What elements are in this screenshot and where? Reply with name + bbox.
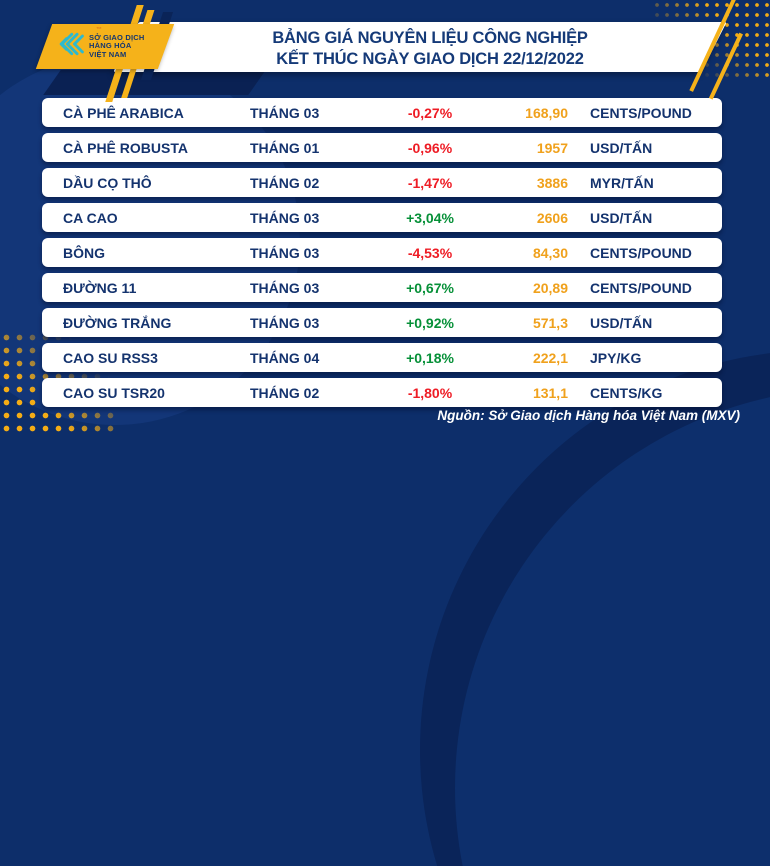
commodity-name: CA CAO: [63, 209, 118, 226]
price-value: 222,1: [532, 349, 568, 366]
contract-month: THÁNG 03: [250, 244, 320, 261]
title-line-2: KẾT THÚC NGÀY GIAO DỊCH 22/12/2022: [276, 49, 584, 68]
mxv-logo-icon: [54, 28, 86, 65]
price-unit: CENTS/POUND: [590, 244, 692, 261]
header-shadow-band: [43, 70, 266, 95]
percent-change: -0,96%: [407, 139, 453, 156]
source-note: Nguồn: Sở Giao dịch Hàng hóa Việt Nam (M…: [437, 408, 740, 423]
price-table: CÀ PHÊ ARABICA THÁNG 03 -0,27% 168,90 CE…: [0, 98, 770, 413]
commodity-name: ĐƯỜNG 11: [63, 279, 137, 296]
commodity-name: CÀ PHÊ ARABICA: [63, 104, 184, 121]
percent-change: +0,67%: [406, 279, 454, 296]
percent-change: -4,53%: [407, 244, 453, 261]
contract-month: THÁNG 02: [250, 174, 320, 191]
price-value: 131,1: [532, 384, 568, 401]
page-title: BẢNG GIÁ NGUYÊN LIỆU CÔNG NGHIỆP KẾT THÚ…: [158, 25, 701, 71]
table-row: CAO SU TSR20 THÁNG 02 -1,80% 131,1 CENTS…: [42, 378, 722, 407]
price-value: 571,3: [532, 314, 568, 331]
price-value: 2606: [536, 209, 568, 226]
table-row: BÔNG THÁNG 03 -4,53% 84,30 CENTS/POUND: [42, 238, 722, 267]
contract-month: THÁNG 03: [250, 314, 320, 331]
commodity-name: DẦU CỌ THÔ: [63, 174, 152, 191]
percent-change: +0,92%: [406, 314, 454, 331]
price-value: 168,90: [525, 104, 568, 121]
price-unit: USD/TẤN: [590, 139, 653, 156]
price-unit: CENTS/KG: [590, 384, 663, 401]
commodity-name: BÔNG: [63, 244, 105, 261]
table-row: ĐƯỜNG 11 THÁNG 03 +0,67% 20,89 CENTS/POU…: [42, 273, 722, 302]
table-row: CA CAO THÁNG 03 +3,04% 2606 USD/TẤN: [42, 203, 722, 232]
mxv-logo: SỞ GIAO DỊCH HÀNG HÓA VIỆT NAM ™: [35, 24, 175, 69]
commodity-name: CAO SU RSS3: [63, 349, 158, 366]
contract-month: THÁNG 03: [250, 104, 320, 121]
contract-month: THÁNG 04: [250, 349, 320, 366]
commodity-name: ĐƯỜNG TRẮNG: [63, 314, 172, 331]
table-row: ĐƯỜNG TRẮNG THÁNG 03 +0,92% 571,3 USD/TẤ…: [42, 308, 722, 337]
price-unit: CENTS/POUND: [590, 104, 692, 121]
table-row: CÀ PHÊ ROBUSTA THÁNG 01 -0,96% 1957 USD/…: [42, 133, 722, 162]
price-unit: CENTS/POUND: [590, 279, 692, 296]
table-row: CÀ PHÊ ARABICA THÁNG 03 -0,27% 168,90 CE…: [42, 98, 722, 127]
table-row: CAO SU RSS3 THÁNG 04 +0,18% 222,1 JPY/KG: [42, 343, 722, 372]
trademark-symbol: ™: [96, 27, 102, 33]
percent-change: -1,47%: [407, 174, 453, 191]
price-unit: USD/TẤN: [590, 209, 653, 226]
mxv-logo-text: SỞ GIAO DỊCH HÀNG HÓA VIỆT NAM: [89, 33, 144, 60]
percent-change: -0,27%: [407, 104, 453, 121]
percent-change: -1,80%: [407, 384, 453, 401]
price-unit: JPY/KG: [590, 349, 642, 366]
percent-change: +0,18%: [406, 349, 454, 366]
contract-month: THÁNG 01: [250, 139, 320, 156]
price-unit: USD/TẤN: [590, 314, 653, 331]
contract-month: THÁNG 03: [250, 209, 320, 226]
commodity-name: CAO SU TSR20: [63, 384, 165, 401]
table-row: DẦU CỌ THÔ THÁNG 02 -1,47% 3886 MYR/TẤN: [42, 168, 722, 197]
price-value: 1957: [536, 139, 568, 156]
logo-text-line3: VIỆT NAM: [89, 49, 127, 59]
price-value: 20,89: [532, 279, 568, 296]
commodity-name: CÀ PHÊ ROBUSTA: [63, 139, 188, 156]
title-line-1: BẢNG GIÁ NGUYÊN LIỆU CÔNG NGHIỆP: [272, 28, 588, 47]
contract-month: THÁNG 02: [250, 384, 320, 401]
price-value: 84,30: [532, 244, 568, 261]
price-unit: MYR/TẤN: [590, 174, 654, 191]
contract-month: THÁNG 03: [250, 279, 320, 296]
price-value: 3886: [536, 174, 568, 191]
percent-change: +3,04%: [406, 209, 454, 226]
